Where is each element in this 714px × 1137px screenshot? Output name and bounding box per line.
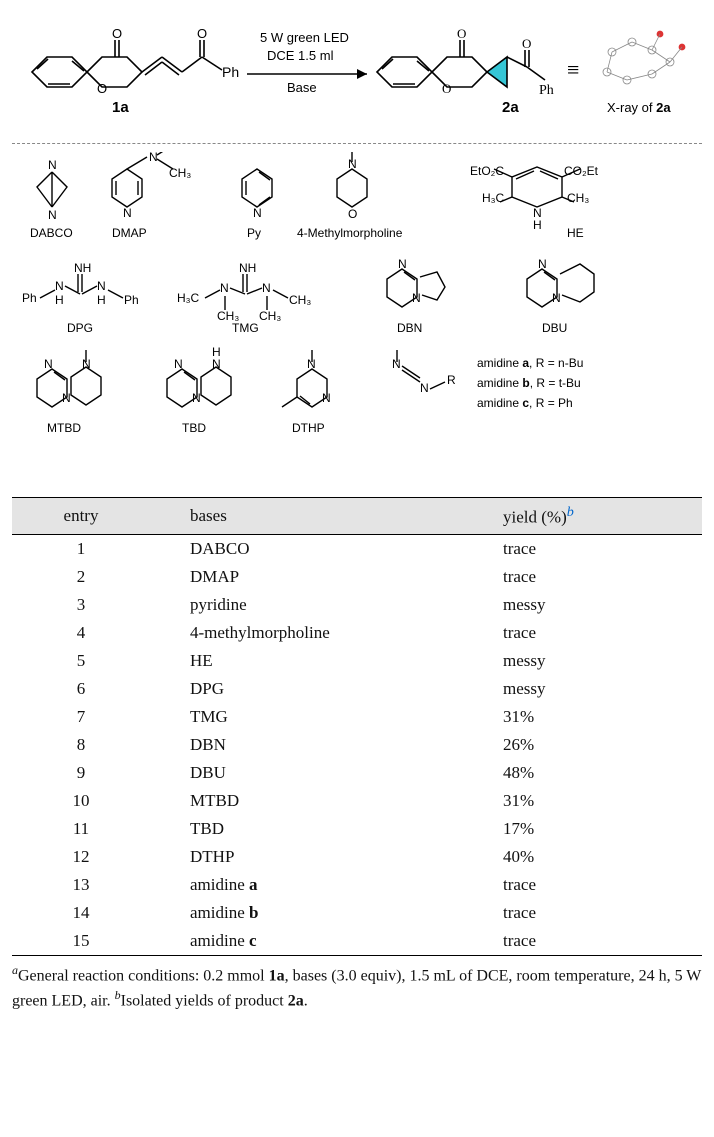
svg-text:R: R (447, 373, 456, 387)
svg-text:N: N (552, 291, 561, 305)
svg-text:DBU: DBU (542, 321, 567, 335)
cond-1: 5 W green LED (260, 30, 349, 45)
svg-text:O: O (97, 81, 107, 96)
svg-text:DBN: DBN (397, 321, 422, 335)
svg-text:HE: HE (567, 226, 584, 240)
xray-caption: X-ray of 2a (607, 100, 671, 115)
svg-text:H: H (97, 293, 106, 307)
svg-text:DTHP: DTHP (292, 421, 325, 435)
svg-text:N: N (322, 391, 331, 405)
svg-text:N: N (55, 279, 64, 293)
svg-text:O: O (112, 26, 122, 41)
svg-text:N: N (420, 381, 429, 395)
table-row: 13amidine atrace (12, 871, 702, 899)
amidine-b: amidine b, R = t-Bu (477, 376, 581, 390)
reaction-scheme: O O O Ph 1a 5 W green LED DCE 1.5 ml Bas… (12, 12, 702, 137)
svg-text:N: N (538, 257, 547, 271)
svg-text:DMAP: DMAP (112, 226, 147, 240)
svg-text:Ph: Ph (539, 83, 554, 98)
svg-text:4-Methylmorpholine: 4-Methylmorpholine (297, 226, 403, 240)
svg-text:CH₃: CH₃ (289, 293, 311, 307)
svg-text:N: N (62, 391, 71, 405)
svg-text:NH: NH (239, 261, 256, 275)
svg-text:H₃C: H₃C (177, 291, 200, 305)
svg-text:O: O (522, 36, 531, 51)
svg-text:N: N (97, 279, 106, 293)
svg-text:NH: NH (74, 261, 91, 275)
table-row: 15amidine ctrace (12, 927, 702, 956)
amidine-a: amidine a, R = n-Bu (477, 356, 583, 370)
col-entry: entry (12, 498, 150, 535)
table-row: 10MTBD31% (12, 787, 702, 815)
svg-text:H: H (212, 345, 221, 359)
table-row: 7TMG31% (12, 703, 702, 731)
col-bases: bases (150, 498, 495, 535)
svg-text:MTBD: MTBD (47, 421, 81, 435)
table-row: 12DTHP40% (12, 843, 702, 871)
xray-icon (603, 31, 685, 84)
table-row: 11TBD17% (12, 815, 702, 843)
bases-svg: N N DABCO N N CH₃ CH₃ DMAP N Py N O CH₃ … (12, 152, 702, 482)
svg-text:H: H (533, 218, 542, 232)
svg-text:DPG: DPG (67, 321, 93, 335)
svg-text:N: N (212, 357, 221, 371)
equiv-sign: ≡ (567, 57, 579, 82)
svg-text:N: N (48, 158, 57, 172)
svg-text:N: N (262, 281, 271, 295)
scheme-svg: O O O Ph 1a 5 W green LED DCE 1.5 ml Bas… (12, 12, 702, 132)
svg-text:CO₂Et: CO₂Et (564, 164, 599, 178)
svg-text:N: N (398, 257, 407, 271)
table-row: 14amidine btrace (12, 899, 702, 927)
svg-text:N: N (253, 206, 262, 220)
svg-text:N: N (192, 391, 201, 405)
product-label: 2a (502, 99, 519, 116)
table-row: 5HEmessy (12, 647, 702, 675)
table-row: 6DPGmessy (12, 675, 702, 703)
table-row: 2DMAPtrace (12, 563, 702, 591)
table-row: 9DBU48% (12, 759, 702, 787)
svg-text:O: O (348, 207, 357, 221)
fn-b: Isolated yields of product 2a. (121, 992, 308, 1009)
svg-text:CH₃: CH₃ (259, 309, 281, 323)
svg-text:N: N (48, 208, 57, 222)
svg-text:H: H (55, 293, 64, 307)
bases-grid: N N DABCO N N CH₃ CH₃ DMAP N Py N O CH₃ … (12, 152, 702, 487)
svg-text:N: N (44, 357, 53, 371)
svg-text:Py: Py (247, 226, 261, 240)
cond-3: Base (287, 80, 317, 95)
svg-text:N: N (412, 291, 421, 305)
divider (12, 143, 702, 144)
svg-text:TBD: TBD (182, 421, 206, 435)
svg-text:TMG: TMG (232, 321, 259, 335)
svg-text:Ph: Ph (222, 64, 239, 80)
results-table: entry bases yield (%)b 1DABCOtrace2DMAPt… (12, 497, 702, 956)
table-row: 8DBN26% (12, 731, 702, 759)
svg-text:Ph: Ph (124, 293, 139, 307)
footnotes: aGeneral reaction conditions: 0.2 mmol 1… (12, 962, 702, 1012)
svg-text:H₃C: H₃C (482, 191, 505, 205)
svg-text:N: N (149, 152, 158, 164)
svg-text:N: N (123, 206, 132, 220)
svg-text:N: N (220, 281, 229, 295)
svg-text:CH₃: CH₃ (567, 191, 589, 205)
table-row: 3pyridinemessy (12, 591, 702, 619)
col-yield: yield (%)b (495, 498, 702, 535)
svg-text:O: O (457, 26, 466, 41)
svg-text:O: O (197, 26, 207, 41)
svg-text:CH₃: CH₃ (169, 166, 191, 180)
table-row: 1DABCOtrace (12, 534, 702, 563)
svg-text:DABCO: DABCO (30, 226, 73, 240)
cond-2: DCE 1.5 ml (267, 48, 334, 63)
amidine-c: amidine c, R = Ph (477, 396, 573, 410)
reactant-label: 1a (112, 99, 129, 116)
svg-text:Ph: Ph (22, 291, 37, 305)
svg-text:O: O (442, 81, 451, 96)
svg-text:N: N (174, 357, 183, 371)
table-row: 44-methylmorpholinetrace (12, 619, 702, 647)
